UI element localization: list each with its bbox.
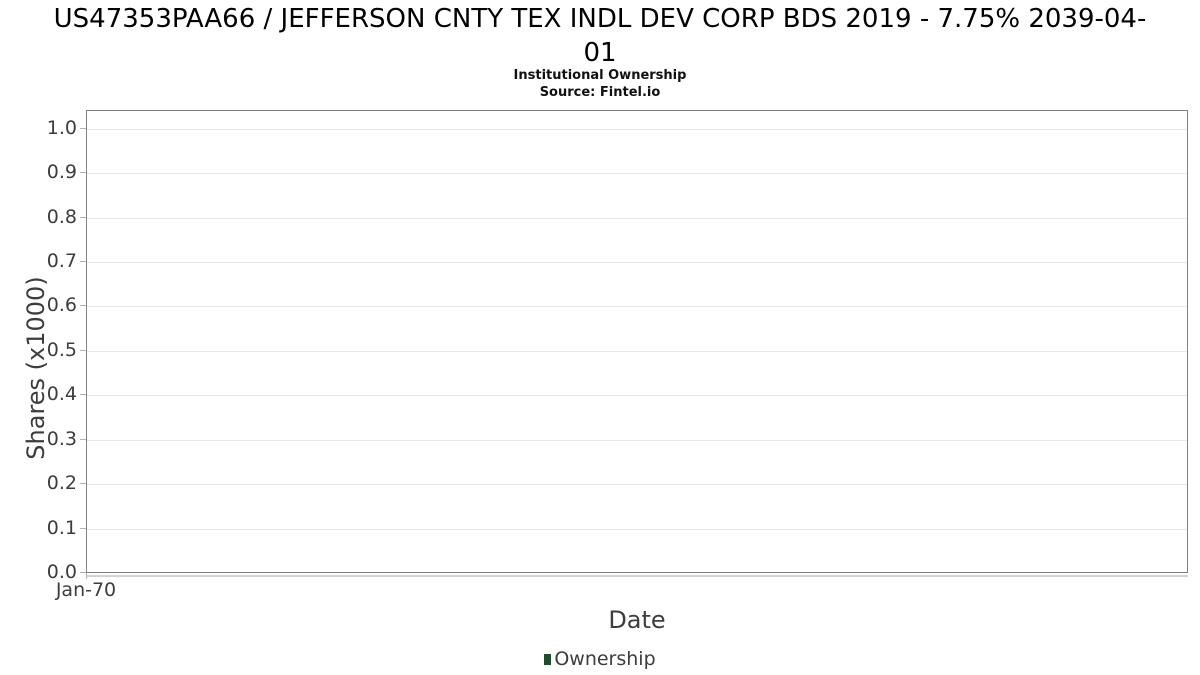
y-tick-mark-0.5 — [80, 350, 86, 351]
y-tick-mark-1.0 — [80, 128, 86, 129]
gridline-y-0.1 — [87, 529, 1187, 530]
gridline-y-0.4 — [87, 395, 1187, 396]
x-axis-label: Date — [608, 606, 666, 634]
y-tick-label-0.5: 0.5 — [46, 339, 77, 361]
y-tick-mark-0.8 — [80, 217, 86, 218]
plot-area — [86, 110, 1188, 573]
chart-title-line-2: 01 — [583, 38, 617, 68]
gridline-y-0.2 — [87, 484, 1187, 485]
legend: Ownership — [0, 645, 1200, 673]
y-tick-label-0.6: 0.6 — [46, 294, 77, 316]
gridline-y-0.8 — [87, 218, 1187, 219]
gridline-y-0.6 — [87, 306, 1187, 307]
gridline-y-0.3 — [87, 440, 1187, 441]
chart-title-line-1: US47353PAA66 / JEFFERSON CNTY TEX INDL D… — [53, 4, 1147, 34]
x-axis-baseline — [86, 575, 1188, 577]
y-tick-mark-0.0 — [80, 572, 86, 573]
x-tick-mark-Jan-70 — [86, 573, 87, 579]
gridline-y-1.0 — [87, 129, 1187, 130]
y-tick-label-1.0: 1.0 — [46, 117, 77, 139]
legend-marker-ownership — [544, 653, 552, 665]
y-tick-mark-0.4 — [80, 394, 86, 395]
gridline-y-0.7 — [87, 262, 1187, 263]
gridline-y-0.9 — [87, 173, 1187, 174]
y-tick-label-0.9: 0.9 — [46, 161, 77, 183]
y-tick-mark-0.1 — [80, 528, 86, 529]
y-tick-mark-0.9 — [80, 172, 86, 173]
y-tick-label-0.8: 0.8 — [46, 206, 77, 228]
x-tick-label-Jan-70: Jan-70 — [55, 579, 117, 601]
y-tick-label-0.0: 0.0 — [46, 561, 77, 583]
y-tick-label-0.3: 0.3 — [46, 428, 77, 450]
y-tick-mark-0.7 — [80, 261, 86, 262]
y-tick-mark-0.3 — [80, 439, 86, 440]
gridline-y-0.5 — [87, 351, 1187, 352]
legend-label-ownership: Ownership — [554, 648, 656, 670]
y-tick-mark-0.2 — [80, 483, 86, 484]
chart-subtitle: Institutional Ownership — [513, 68, 687, 83]
y-tick-label-0.1: 0.1 — [46, 517, 77, 539]
y-tick-mark-0.6 — [80, 305, 86, 306]
y-tick-label-0.2: 0.2 — [46, 472, 77, 494]
y-tick-label-0.4: 0.4 — [46, 383, 77, 405]
y-tick-label-0.7: 0.7 — [46, 250, 77, 272]
chart-source-line: Source: Fintel.io — [539, 85, 661, 100]
